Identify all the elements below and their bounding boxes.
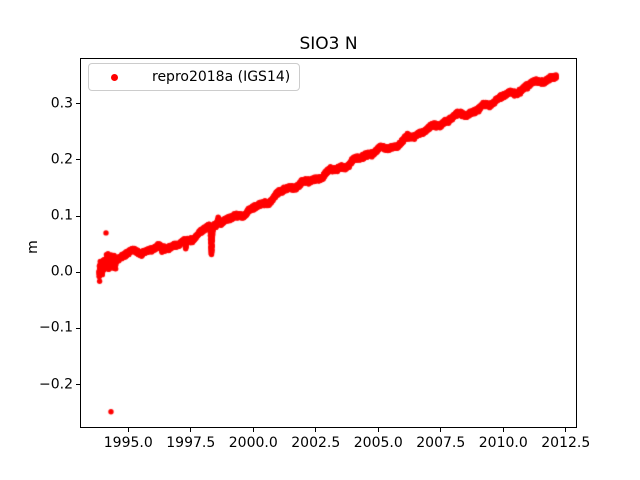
x-tick-mark — [502, 428, 504, 432]
x-tick-mark — [252, 428, 254, 432]
x-tick-mark — [440, 428, 442, 432]
y-tick-mark — [76, 384, 80, 386]
y-tick-mark — [76, 327, 80, 329]
y-tick-mark — [76, 271, 80, 273]
legend-marker-dot-icon — [111, 73, 118, 81]
x-tick-label: 2005.0 — [353, 435, 403, 451]
y-tick-label: 0.1 — [50, 207, 73, 224]
x-tick-mark — [315, 428, 317, 432]
y-axis-label: m — [25, 240, 41, 254]
chart-title: SIO3 N — [299, 34, 358, 54]
y-tick-mark — [76, 159, 80, 161]
x-tick-label: 2007.5 — [416, 435, 466, 451]
x-tick-mark — [377, 428, 379, 432]
x-tick-label: 1995.0 — [103, 435, 153, 451]
x-tick-mark — [190, 428, 192, 432]
y-tick-label: 0.3 — [50, 95, 73, 112]
x-tick-mark — [127, 428, 129, 432]
x-tick-mark — [565, 428, 567, 432]
y-tick-mark — [76, 215, 80, 217]
x-tick-label: 2012.5 — [541, 435, 591, 451]
scatter-points-canvas — [81, 59, 576, 427]
x-tick-label: 2002.5 — [291, 435, 341, 451]
y-tick-label: 0.0 — [50, 263, 73, 280]
y-tick-label: −0.2 — [39, 376, 73, 393]
plot-area: repro2018a (IGS14) — [80, 58, 577, 428]
y-tick-label: −0.1 — [39, 319, 73, 336]
legend-label: repro2018a (IGS14) — [152, 69, 291, 85]
x-tick-label: 1997.5 — [166, 435, 216, 451]
y-tick-label: 0.2 — [50, 151, 73, 168]
y-tick-mark — [76, 103, 80, 105]
legend: repro2018a (IGS14) — [88, 63, 300, 91]
x-tick-label: 2000.0 — [228, 435, 278, 451]
x-tick-label: 2010.0 — [478, 435, 528, 451]
